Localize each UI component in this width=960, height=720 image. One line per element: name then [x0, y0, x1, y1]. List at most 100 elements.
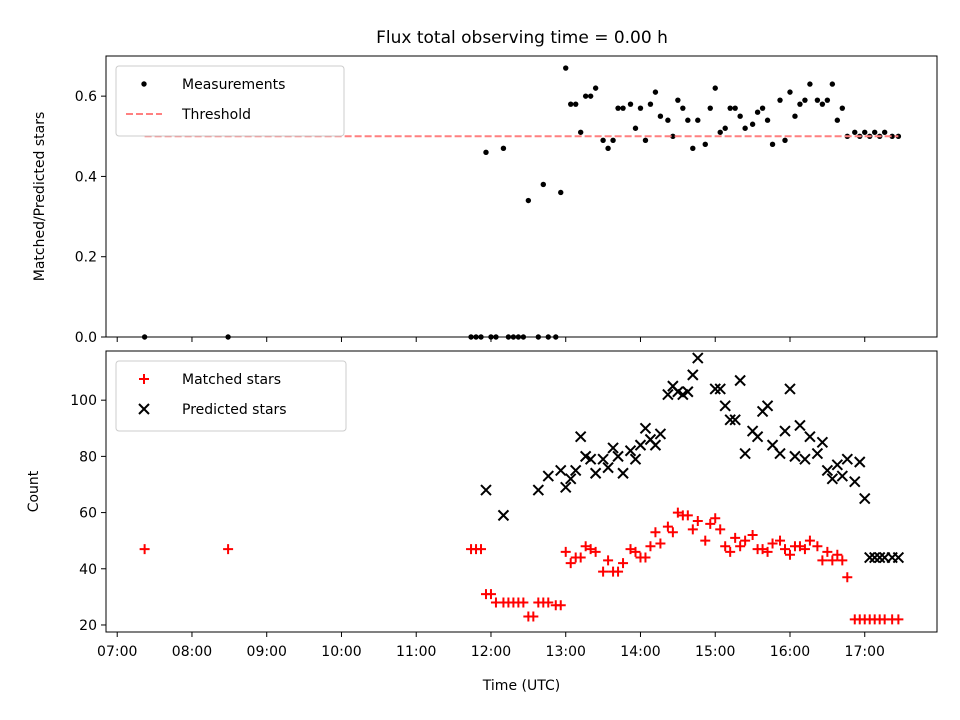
- y-tick-label: 0.2: [75, 250, 97, 266]
- data-point: [816, 436, 829, 449]
- data-point: [497, 509, 510, 522]
- data-point: [662, 521, 673, 532]
- y-tick-label: 0.6: [75, 89, 97, 105]
- data-point: [630, 546, 641, 557]
- data-point: [473, 334, 479, 340]
- data-point: [535, 334, 542, 340]
- legend-swatch: [139, 374, 149, 384]
- y-tick-label: 0.4: [75, 169, 97, 185]
- data-point: [618, 558, 629, 569]
- data-point: [574, 430, 587, 443]
- data-point: [836, 470, 849, 482]
- data-point: [799, 544, 810, 555]
- data-point: [141, 334, 148, 340]
- data-point: [715, 524, 726, 535]
- data-point: [740, 535, 751, 546]
- data-point: [814, 97, 821, 103]
- data-point: [675, 97, 681, 103]
- data-point: [223, 544, 234, 555]
- data-point: [831, 459, 844, 471]
- data-point: [751, 430, 764, 443]
- data-point: [139, 544, 150, 555]
- data-point: [822, 546, 833, 557]
- data-point: [572, 101, 579, 107]
- data-point: [645, 541, 656, 552]
- data-point: [639, 422, 652, 434]
- data-point: [784, 549, 795, 560]
- data-point: [807, 81, 813, 87]
- plot-frame: [105, 350, 938, 633]
- bottom-chart: 20 40 60 80 100 07:00 08:00 09:00 10:00 11:00 12:0…: [26, 350, 938, 694]
- data-point: [739, 447, 751, 460]
- y-tick-label: 80: [79, 449, 97, 465]
- data-point: [602, 461, 614, 474]
- data-point: [563, 65, 569, 71]
- data-point: [769, 141, 776, 148]
- data-point: [862, 129, 868, 135]
- data-point: [802, 97, 808, 103]
- data-point: [488, 334, 494, 340]
- data-point: [737, 113, 743, 119]
- x-tick-label: 13:00: [546, 644, 586, 660]
- data-point: [582, 93, 589, 99]
- data-point: [832, 549, 843, 560]
- data-point: [774, 447, 786, 460]
- data-point: [603, 555, 614, 566]
- data-point: [764, 117, 771, 123]
- data-point: [476, 544, 487, 555]
- data-point: [620, 105, 626, 111]
- data-point: [480, 484, 492, 496]
- data-point: [821, 464, 834, 477]
- data-point: [610, 137, 616, 143]
- data-point: [692, 516, 703, 527]
- data-point: [717, 129, 723, 135]
- data-point: [782, 137, 788, 143]
- data-point: [881, 129, 888, 135]
- data-point: [654, 428, 667, 440]
- data-point: [647, 101, 654, 107]
- data-point: [605, 145, 611, 152]
- data-point: [690, 145, 696, 152]
- data-point: [592, 85, 599, 91]
- data-point: [787, 89, 793, 95]
- x-tick-label: 10:00: [321, 644, 361, 660]
- data-point: [532, 484, 545, 496]
- data-point: [872, 129, 878, 135]
- data-point: [632, 125, 639, 131]
- data-point: [540, 181, 547, 188]
- data-point: [687, 369, 699, 381]
- data-point: [515, 334, 522, 340]
- data-point: [505, 334, 512, 340]
- data-point: [650, 527, 661, 538]
- series-predicted-stars: [480, 352, 905, 564]
- data-point: [565, 473, 577, 485]
- series-matched-stars: [139, 507, 904, 625]
- legend-label: Threshold: [181, 107, 251, 123]
- y-axis-label: Matched/Predicted stars: [32, 112, 48, 282]
- data-point: [709, 383, 721, 395]
- data-point: [637, 105, 644, 111]
- data-point: [680, 105, 686, 111]
- data-point: [652, 89, 659, 95]
- data-point: [859, 492, 871, 505]
- y-tick-label: 20: [79, 618, 97, 634]
- data-point: [852, 129, 858, 135]
- data-point: [640, 552, 651, 563]
- data-point: [889, 133, 895, 139]
- data-point: [714, 383, 726, 395]
- y-tick-label: 0.0: [75, 330, 97, 346]
- data-point: [560, 546, 571, 557]
- data-point: [555, 464, 567, 477]
- data-point: [607, 442, 619, 454]
- data-point: [597, 453, 609, 465]
- data-point: [799, 453, 811, 465]
- data-point: [873, 551, 886, 564]
- data-point: [784, 383, 796, 395]
- data-point: [598, 566, 609, 577]
- data-point: [700, 535, 711, 546]
- data-point: [543, 597, 554, 608]
- data-point: [849, 475, 861, 488]
- data-point: [812, 541, 823, 552]
- data-point: [624, 445, 637, 457]
